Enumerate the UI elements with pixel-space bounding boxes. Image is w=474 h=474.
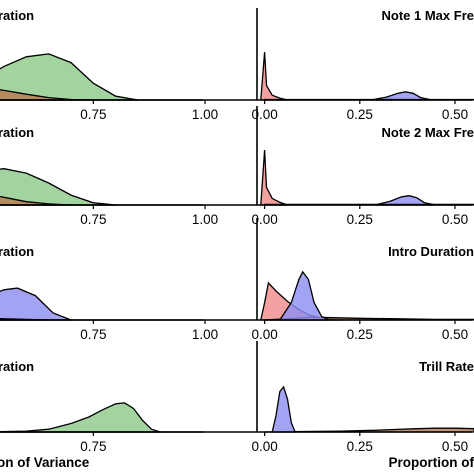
x-tick-label: 0.25 (347, 327, 373, 342)
panel-title: Note 2 Max Fre (382, 125, 474, 140)
green-density-area (0, 402, 161, 433)
x-tick-label: 0.50 (442, 327, 468, 342)
blue-density-area (278, 270, 330, 321)
x-tick-label: 0.00 (251, 107, 277, 122)
panel-2: 0.00 0.25 0.50 Note 1 Max Fre (0, 8, 474, 122)
red-density-area (260, 149, 288, 206)
blue-density-area (374, 195, 437, 206)
x-tick-label: 0.00 (251, 439, 277, 454)
panel-6: 0.00 0.25 0.50 Intro Duration (0, 218, 474, 342)
x-tick-label: 0.25 (347, 439, 373, 454)
blue-density-area (271, 385, 297, 433)
x-axis-label: Proportion of (389, 455, 474, 470)
x-tick-label: 0.75 (80, 327, 106, 342)
x-tick-label: 1.00 (192, 212, 218, 227)
red-density-area (260, 51, 288, 101)
green-density-area (0, 53, 139, 101)
panel-title: Trill Rate (419, 359, 474, 374)
panel-title: Note 1 Max Fre (382, 8, 474, 23)
x-tick-label: 0.50 (442, 107, 468, 122)
panel-title: Intro Duration (388, 244, 474, 259)
x-tick-label: 1.00 (192, 327, 218, 342)
x-tick-label: 0.25 (347, 212, 373, 227)
x-tick-label: 0.50 (442, 212, 468, 227)
x-tick-label: 0.75 (80, 439, 106, 454)
blue-density-area (0, 287, 72, 321)
panel-title: ration (0, 244, 34, 259)
panel-title: ration (0, 125, 34, 140)
x-tick-label: 0.75 (80, 212, 106, 227)
x-tick-label: 1.00 (192, 107, 218, 122)
x-tick-label: 0.00 (251, 327, 277, 342)
panel-4: 0.00 0.25 0.50 Note 2 Max Fre (0, 106, 474, 227)
x-axis-label: on of Variance (0, 455, 90, 470)
x-tick-label: 0.50 (442, 439, 468, 454)
x-tick-label: 0.00 (251, 212, 277, 227)
panel-title: ration (0, 359, 34, 374)
x-tick-label: 0.25 (347, 107, 373, 122)
green-density-area (0, 168, 116, 206)
blue-density-area (371, 91, 433, 101)
x-tick-label: 0.75 (80, 107, 106, 122)
panel-title: ration (0, 8, 34, 23)
panel-8: 0.00 0.25 0.50 Trill Rate Proportion of (0, 341, 474, 470)
